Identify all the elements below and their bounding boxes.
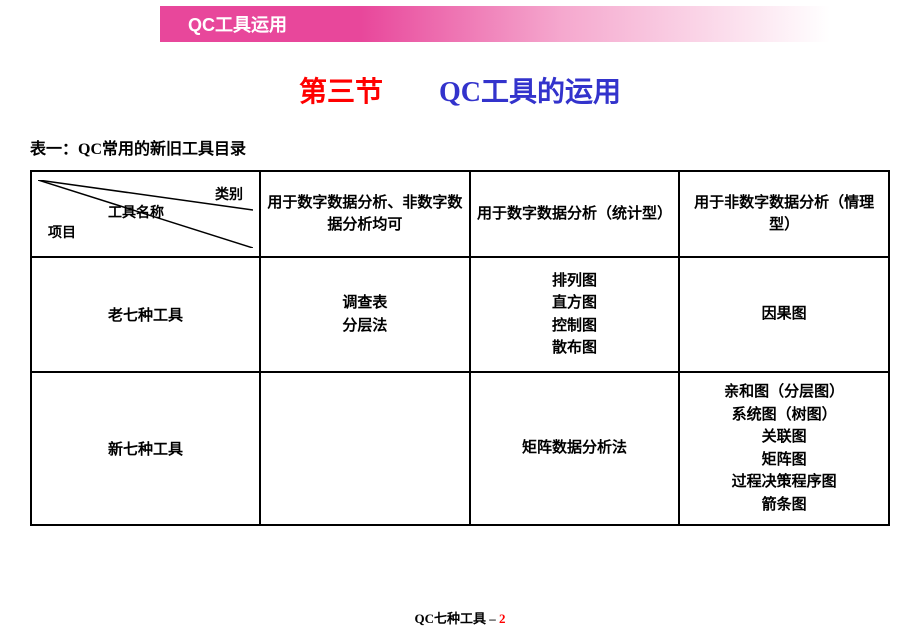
header-toolname-label: 工具名称 bbox=[108, 202, 164, 222]
section-title: 第三节 QC工具的运用 bbox=[0, 70, 920, 110]
header-banner: QC工具运用 bbox=[160, 6, 830, 42]
table-cell: 亲和图（分层图）系统图（树图）关联图矩阵图过程决策程序图箭条图 bbox=[679, 372, 889, 525]
row-label: 老七种工具 bbox=[31, 257, 260, 372]
row-label: 新七种工具 bbox=[31, 372, 260, 525]
tools-table: 类别 工具名称 项目 用于数字数据分析、非数字数据分析均可 用于数字数据分析（统… bbox=[30, 170, 890, 526]
footer: QC七种工具 – 2 bbox=[0, 608, 920, 627]
column-header: 用于非数字数据分析（情理型） bbox=[679, 171, 889, 257]
table-header-row: 类别 工具名称 项目 用于数字数据分析、非数字数据分析均可 用于数字数据分析（统… bbox=[31, 171, 889, 257]
banner-title: QC工具运用 bbox=[188, 11, 287, 37]
table-cell bbox=[260, 372, 470, 525]
section-name: QC工具的运用 bbox=[439, 77, 621, 108]
footer-page-number: 2 bbox=[499, 611, 506, 626]
header-category-label: 类别 bbox=[215, 184, 243, 204]
footer-prefix: QC七种工具 – bbox=[414, 611, 499, 626]
section-number: 第三节 bbox=[299, 77, 383, 108]
table-cell: 因果图 bbox=[679, 257, 889, 372]
table-cell: 矩阵数据分析法 bbox=[470, 372, 680, 525]
table-row: 老七种工具 调查表分层法 排列图直方图控制图散布图 因果图 bbox=[31, 257, 889, 372]
table-cell: 排列图直方图控制图散布图 bbox=[470, 257, 680, 372]
diagonal-header-cell: 类别 工具名称 项目 bbox=[31, 171, 260, 257]
header-project-label: 项目 bbox=[48, 222, 76, 242]
table-cell: 调查表分层法 bbox=[260, 257, 470, 372]
column-header: 用于数字数据分析（统计型） bbox=[470, 171, 680, 257]
column-header: 用于数字数据分析、非数字数据分析均可 bbox=[260, 171, 470, 257]
table-caption: 表一：QC常用的新旧工具目录 bbox=[30, 135, 246, 159]
table-row: 新七种工具 矩阵数据分析法 亲和图（分层图）系统图（树图）关联图矩阵图过程决策程… bbox=[31, 372, 889, 525]
